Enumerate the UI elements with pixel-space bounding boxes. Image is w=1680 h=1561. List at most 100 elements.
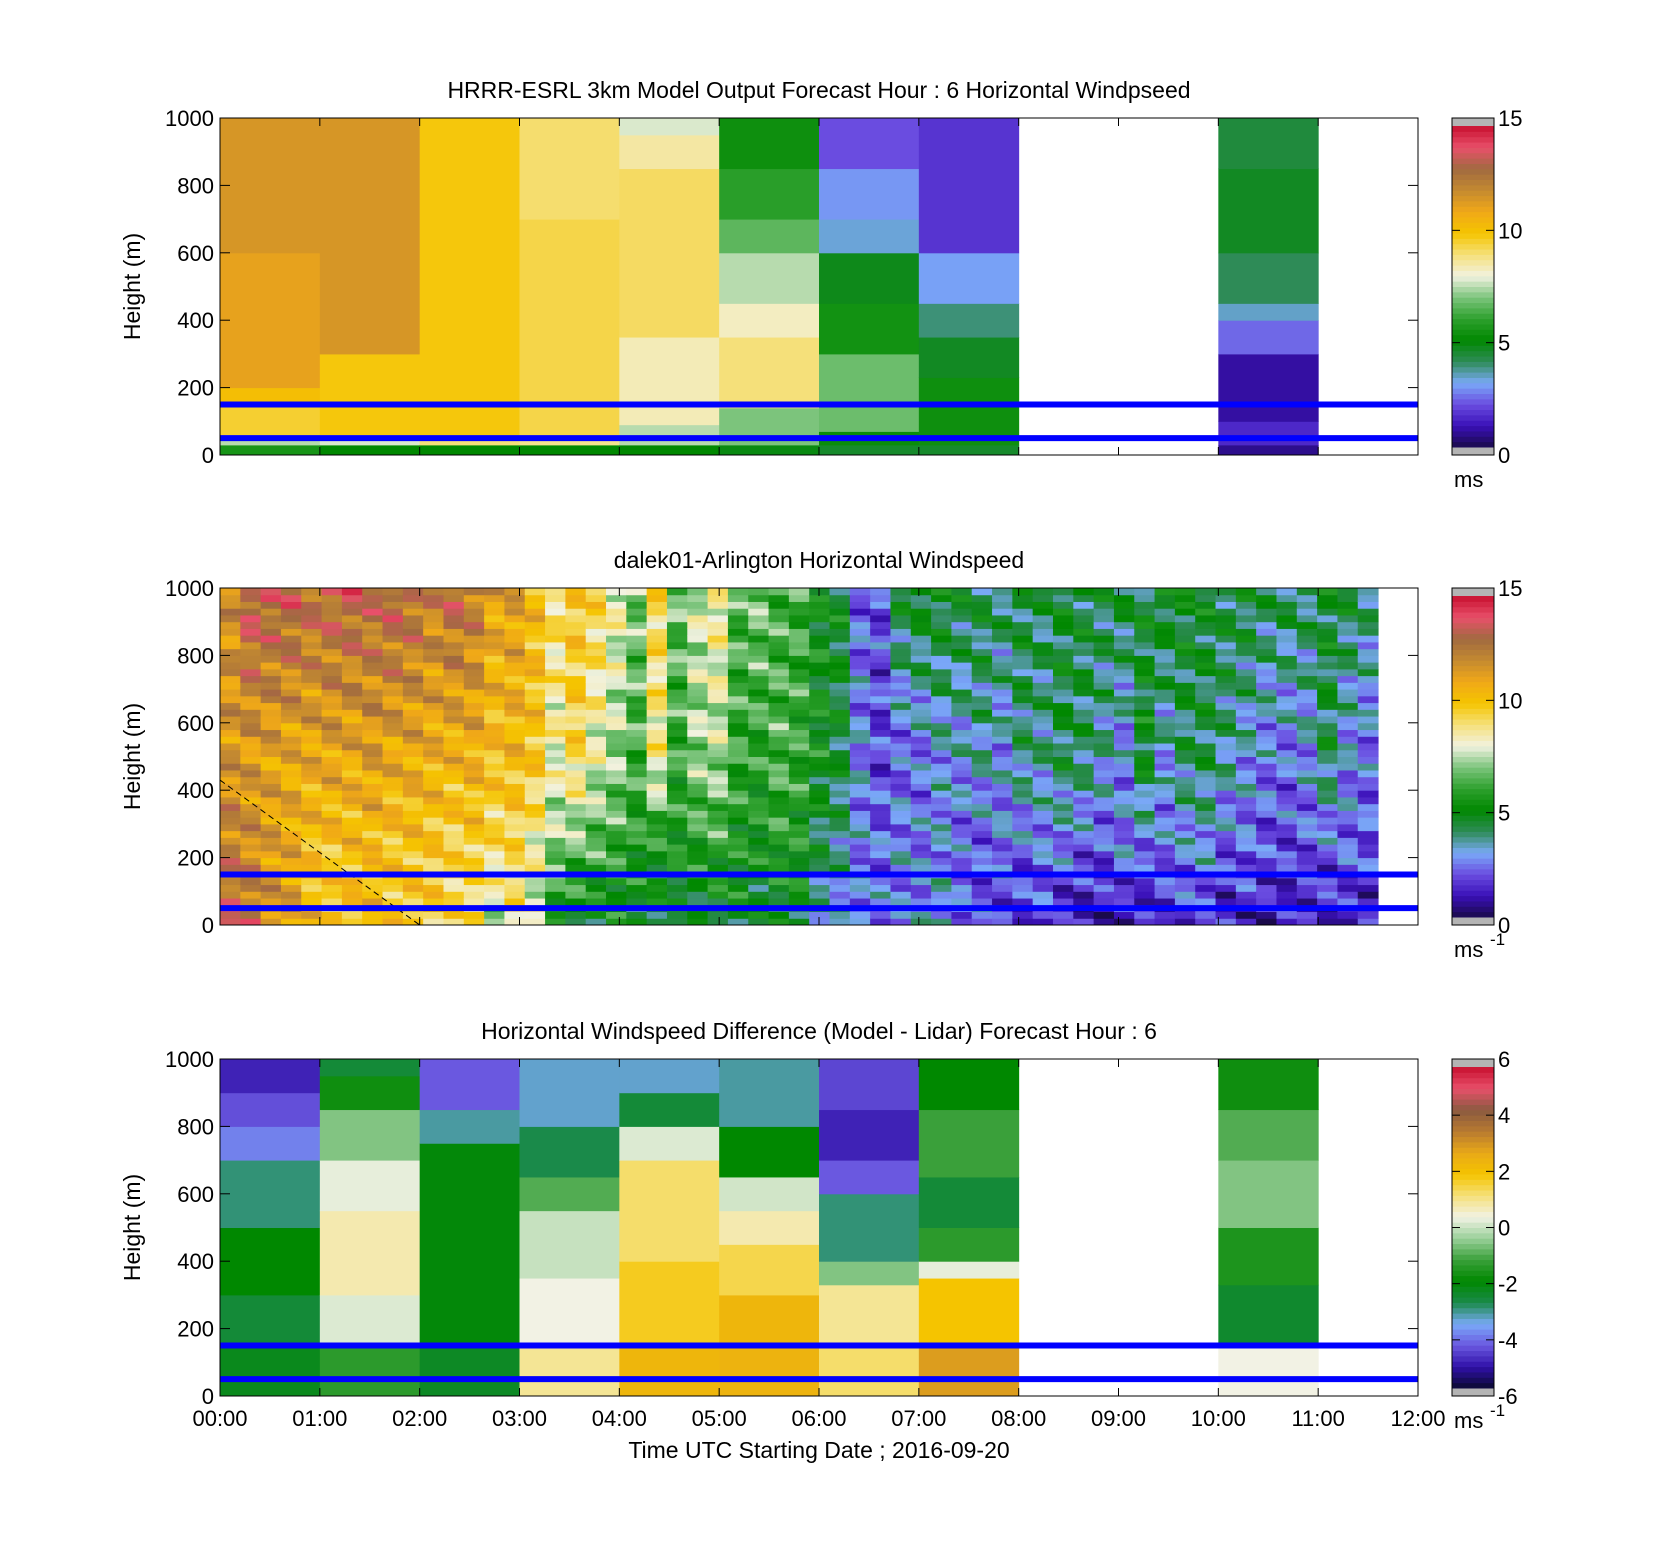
heatmap-cell — [220, 823, 241, 832]
heatmap-cell — [707, 614, 729, 623]
heatmap-cell — [402, 884, 424, 892]
heatmap-cell — [362, 675, 384, 683]
heatmap-cell — [1032, 756, 1054, 764]
heatmap-cell — [220, 682, 241, 690]
heatmap-cell — [382, 588, 404, 596]
heatmap-cell — [606, 844, 627, 852]
heatmap-cell — [931, 884, 952, 892]
heatmap-cell — [565, 823, 587, 832]
heatmap-cell — [626, 864, 648, 872]
heatmap-cell — [606, 918, 627, 926]
heatmap-cell — [646, 736, 668, 744]
heatmap-cell — [402, 722, 424, 731]
heatmap-cell — [1073, 749, 1095, 757]
heatmap-cell — [626, 823, 648, 832]
heatmap-cell — [220, 608, 241, 616]
heatmap-cell — [788, 884, 810, 892]
heatmap-cell — [585, 803, 607, 811]
heatmap-cell — [809, 648, 831, 656]
heatmap-cell — [727, 918, 749, 926]
heatmap-cell — [545, 743, 566, 751]
heatmap-cell — [1154, 891, 1176, 899]
heatmap-cell — [260, 763, 282, 771]
heatmap-cell — [707, 891, 729, 899]
heatmap-cell — [646, 898, 668, 906]
heatmap-cell — [748, 776, 770, 784]
heatmap-cell — [1317, 918, 1338, 926]
heatmap-cell — [382, 763, 404, 771]
heatmap-cell — [1052, 830, 1074, 838]
heatmap-cell — [1032, 635, 1054, 643]
heatmap-cell — [1174, 884, 1196, 892]
heatmap-cell — [484, 763, 505, 771]
heatmap-cell — [585, 857, 607, 865]
heatmap-cell — [1357, 823, 1379, 832]
heatmap-cell — [545, 803, 566, 811]
heatmap-cell — [768, 749, 790, 757]
heatmap-cell — [748, 891, 770, 899]
heatmap-cell — [890, 769, 912, 778]
heatmap-cell — [1337, 722, 1359, 731]
colorbar-segment — [1452, 858, 1494, 864]
heatmap-cell — [341, 857, 363, 865]
heatmap-cell — [524, 891, 546, 899]
heatmap-cell — [1154, 722, 1176, 731]
heatmap-cell — [423, 823, 444, 832]
heatmap-cell — [606, 756, 627, 764]
heatmap-cell — [1052, 850, 1074, 859]
heatmap-cell — [443, 608, 465, 616]
heatmap-cell — [1357, 857, 1379, 865]
heatmap-cell — [362, 810, 384, 818]
heatmap-cell — [646, 662, 668, 670]
heatmap-cell — [788, 803, 810, 811]
heatmap-cell — [1256, 837, 1277, 845]
heatmap-cell — [768, 769, 790, 778]
heatmap-cell — [1154, 898, 1176, 906]
y-tick-label: 800 — [177, 173, 214, 198]
heatmap-cell — [626, 749, 648, 757]
heatmap-cell — [666, 911, 688, 919]
heatmap-cell — [220, 817, 241, 825]
heatmap-cell — [1276, 635, 1298, 643]
heatmap-cell — [1276, 877, 1298, 886]
heatmap-cell — [1174, 763, 1196, 771]
heatmap-cell — [319, 1059, 421, 1077]
heatmap-cell — [504, 743, 526, 751]
heatmap-cell — [829, 817, 851, 825]
heatmap-cell — [809, 898, 831, 906]
y-tick-label: 400 — [177, 778, 214, 803]
heatmap-cell — [585, 810, 607, 818]
heatmap-cell — [748, 877, 770, 886]
heatmap-cell — [768, 763, 790, 771]
colorbar-segment — [1452, 211, 1494, 218]
heatmap-cell — [443, 776, 465, 784]
heatmap-cell — [1052, 621, 1074, 629]
heatmap-cell — [341, 884, 363, 892]
heatmap-cell — [321, 776, 343, 784]
colorbar-cap — [1452, 1388, 1494, 1396]
heatmap-cell — [260, 743, 282, 751]
heatmap-cell — [931, 682, 952, 690]
heatmap-cell — [524, 668, 546, 677]
heatmap-cell — [1296, 864, 1318, 872]
heatmap-cell — [1052, 662, 1074, 670]
heatmap-cell — [1215, 796, 1237, 805]
heatmap-cell — [1174, 716, 1196, 724]
heatmap-cell — [565, 635, 587, 643]
heatmap-cell — [849, 898, 871, 906]
heatmap-cells — [220, 118, 1319, 456]
heatmap-cell — [870, 641, 891, 650]
heatmap-cell — [484, 621, 505, 629]
heatmap-cell — [1113, 689, 1135, 697]
heatmap-cell — [1052, 695, 1074, 704]
heatmap-cell — [626, 796, 648, 805]
heatmap-cell — [809, 918, 831, 926]
heatmap-cell — [1317, 722, 1338, 731]
heatmap-cell — [1357, 830, 1379, 838]
heatmap-cell — [301, 722, 323, 731]
heatmap-cell — [1012, 810, 1034, 818]
heatmap-cell — [484, 675, 505, 683]
heatmap-cell — [606, 594, 627, 602]
heatmap-cell — [443, 682, 465, 690]
heatmap-cell — [585, 695, 607, 704]
